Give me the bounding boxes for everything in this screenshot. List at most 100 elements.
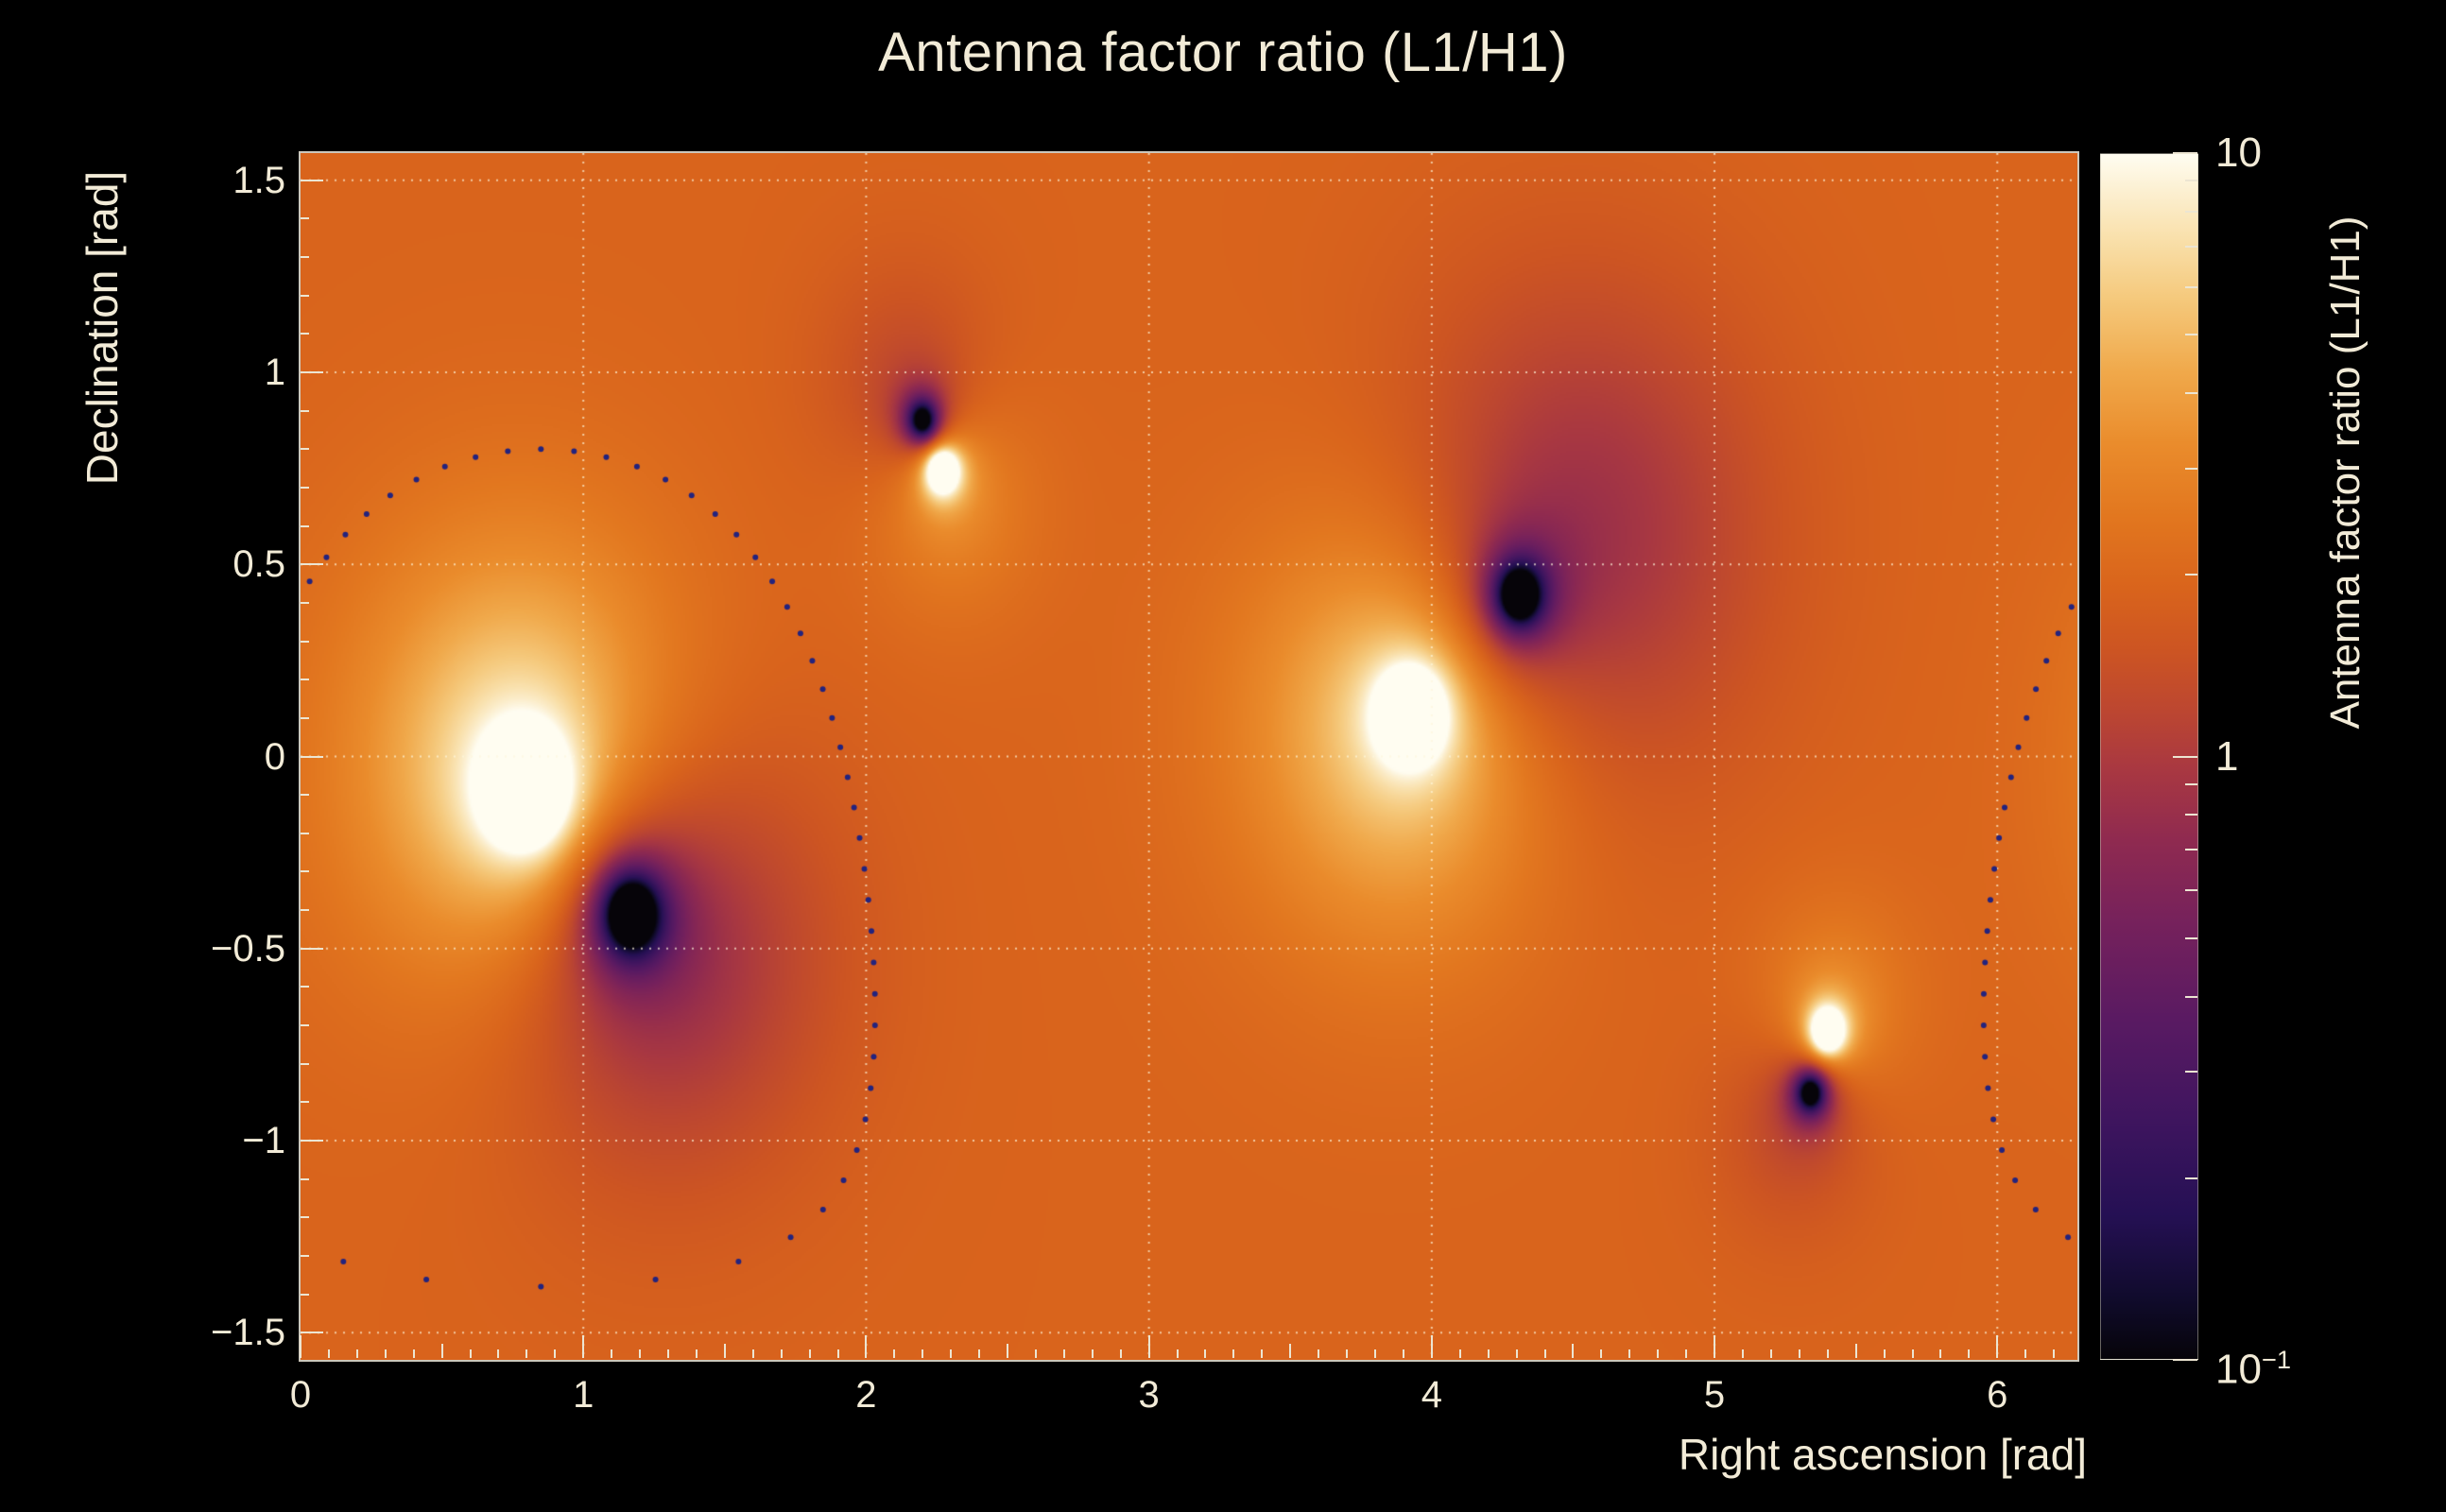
- y-minor-tick: [301, 1254, 309, 1257]
- colorbar-major-tick: [2173, 1359, 2197, 1361]
- x-tick-label: 2: [855, 1374, 877, 1416]
- y-major-tick: [301, 755, 323, 758]
- x-minor-tick: [469, 1349, 472, 1358]
- y-minor-tick: [301, 716, 309, 719]
- x-axis-title: Right ascension [rad]: [1678, 1430, 2087, 1479]
- x-minor-tick: [1515, 1349, 1518, 1358]
- x-minor-tick: [554, 1349, 557, 1358]
- x-minor-tick: [950, 1349, 953, 1358]
- y-minor-tick: [301, 448, 309, 451]
- y-minor-tick: [301, 1024, 309, 1027]
- x-major-tick: [865, 1335, 868, 1358]
- y-minor-tick: [301, 486, 309, 489]
- x-minor-tick: [1741, 1349, 1744, 1358]
- plot-frame: [299, 151, 2079, 1362]
- x-tick-label: 4: [1421, 1374, 1442, 1416]
- y-major-tick: [301, 371, 323, 374]
- x-minor-tick: [1034, 1349, 1037, 1358]
- x-minor-tick: [808, 1349, 811, 1358]
- y-minor-tick: [301, 1293, 309, 1296]
- x-minor-tick: [1883, 1349, 1886, 1358]
- x-minor-tick: [1657, 1349, 1660, 1358]
- x-tick-label: 6: [1987, 1374, 2008, 1416]
- x-minor-tick: [384, 1349, 387, 1358]
- x-tick-label: 3: [1138, 1374, 1160, 1416]
- y-tick-label: 0.5: [233, 543, 285, 586]
- x-minor-tick: [412, 1349, 415, 1358]
- x-minor-tick: [1091, 1349, 1094, 1358]
- x-minor-tick: [611, 1349, 613, 1358]
- x-minor-tick: [327, 1349, 330, 1358]
- colorbar-minor-tick: [2185, 210, 2197, 213]
- x-minor-tick: [695, 1349, 698, 1358]
- x-minor-tick: [355, 1349, 358, 1358]
- x-minor-tick: [1826, 1349, 1829, 1358]
- y-minor-tick: [301, 832, 309, 834]
- x-minor-tick: [1261, 1349, 1264, 1358]
- x-tick-label: 0: [289, 1374, 312, 1416]
- x-minor-tick: [780, 1349, 783, 1358]
- colorbar-minor-tick: [2185, 814, 2197, 816]
- x-minor-tick: [893, 1349, 896, 1358]
- x-minor-tick: [723, 1344, 726, 1358]
- colorbar-minor-tick: [2185, 1071, 2197, 1074]
- y-minor-tick: [301, 986, 309, 988]
- colorbar-minor-tick: [2185, 245, 2197, 248]
- x-major-tick: [582, 1335, 585, 1358]
- y-minor-tick: [301, 409, 309, 412]
- x-minor-tick: [1007, 1344, 1009, 1358]
- x-minor-tick: [1798, 1349, 1800, 1358]
- x-major-tick: [300, 1335, 301, 1358]
- colorbar-minor-tick: [2185, 849, 2197, 851]
- x-minor-tick: [2053, 1349, 2056, 1358]
- grid-and-track-overlay-canvas: [301, 153, 2077, 1360]
- y-major-tick: [301, 1139, 323, 1142]
- x-tick-label: 1: [573, 1374, 594, 1416]
- x-minor-tick: [922, 1349, 924, 1358]
- colorbar-title: Antenna factor ratio (L1/H1): [2322, 215, 2368, 730]
- x-minor-tick: [1289, 1344, 1292, 1358]
- y-minor-tick: [301, 333, 309, 335]
- y-tick-label: −1: [242, 1119, 285, 1161]
- y-axis-title: Declination [rad]: [78, 170, 127, 486]
- colorbar-minor-tick: [2185, 334, 2197, 336]
- x-minor-tick: [497, 1349, 500, 1358]
- colorbar-minor-tick: [2185, 467, 2197, 470]
- y-major-tick: [301, 947, 323, 950]
- x-major-tick: [1147, 1335, 1150, 1358]
- y-minor-tick: [301, 794, 309, 797]
- y-minor-tick: [301, 679, 309, 681]
- x-minor-tick: [440, 1344, 443, 1358]
- x-major-tick: [1714, 1335, 1716, 1358]
- x-minor-tick: [2024, 1349, 2027, 1358]
- colorbar-minor-tick: [2185, 889, 2197, 892]
- x-minor-tick: [1374, 1349, 1376, 1358]
- x-minor-tick: [1572, 1344, 1575, 1358]
- y-major-tick: [301, 1332, 323, 1334]
- x-minor-tick: [1854, 1344, 1857, 1358]
- colorbar-minor-tick: [2185, 995, 2197, 998]
- x-minor-tick: [1628, 1349, 1631, 1358]
- x-minor-tick: [1402, 1349, 1404, 1358]
- x-minor-tick: [1600, 1349, 1603, 1358]
- y-tick-label: −0.5: [211, 927, 285, 970]
- x-minor-tick: [1769, 1349, 1772, 1358]
- y-minor-tick: [301, 1216, 309, 1219]
- x-minor-tick: [1176, 1349, 1179, 1358]
- colorbar-tick-label: 10−1: [2215, 1345, 2292, 1393]
- x-minor-tick: [1939, 1349, 1942, 1358]
- y-minor-tick: [301, 909, 309, 912]
- x-minor-tick: [666, 1349, 669, 1358]
- colorbar-minor-tick: [2185, 180, 2197, 182]
- colorbar-tick-label: 1: [2215, 732, 2239, 780]
- y-minor-tick: [301, 870, 309, 873]
- y-major-tick: [301, 563, 323, 566]
- y-minor-tick: [301, 256, 309, 259]
- x-tick-label: 5: [1703, 1374, 1726, 1416]
- colorbar-minor-tick: [2185, 392, 2197, 395]
- y-minor-tick: [301, 1101, 309, 1104]
- y-minor-tick: [301, 524, 309, 527]
- x-minor-tick: [751, 1349, 754, 1358]
- x-minor-tick: [1458, 1349, 1461, 1358]
